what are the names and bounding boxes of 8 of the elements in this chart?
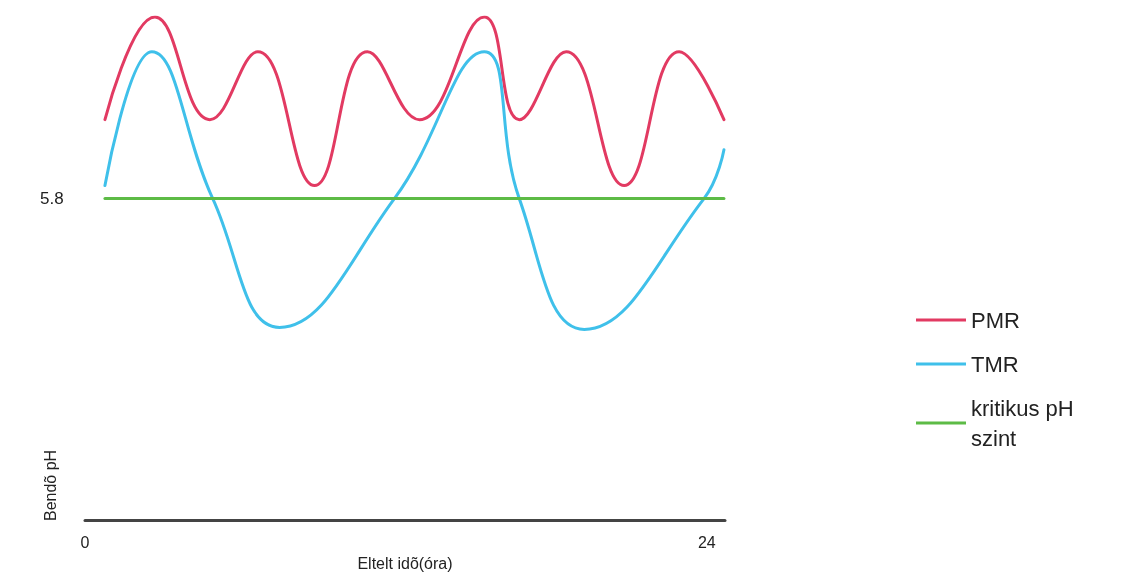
x-axis-title: Eltelt idõ(óra)	[357, 554, 453, 572]
text: 5.8	[40, 189, 64, 208]
legend-label: kritikus pH szint	[971, 395, 1080, 451]
legend-label: PMR	[971, 307, 1020, 333]
y-axis-title: Bendõ pH	[41, 449, 59, 521]
x-tick-label: 24	[697, 533, 716, 551]
x-tick-label: 0	[80, 533, 90, 551]
legend-label: TMR	[971, 351, 1019, 377]
